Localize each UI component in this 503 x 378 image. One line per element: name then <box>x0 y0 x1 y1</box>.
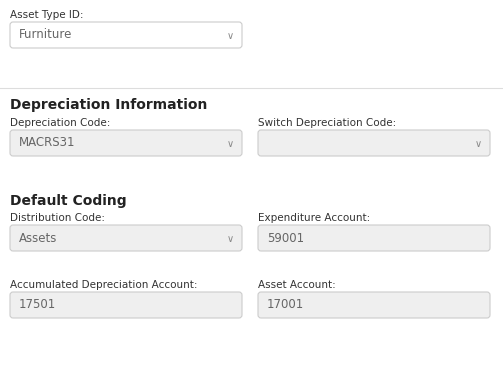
Text: Expenditure Account:: Expenditure Account: <box>258 213 370 223</box>
Text: Asset Account:: Asset Account: <box>258 280 336 290</box>
FancyBboxPatch shape <box>258 292 490 318</box>
Text: ∨: ∨ <box>226 31 233 41</box>
Text: MACRS31: MACRS31 <box>19 136 75 150</box>
Text: 59001: 59001 <box>267 231 304 245</box>
FancyBboxPatch shape <box>10 130 242 156</box>
FancyBboxPatch shape <box>258 130 490 156</box>
Text: ∨: ∨ <box>226 234 233 244</box>
FancyBboxPatch shape <box>10 225 242 251</box>
Text: Depreciation Code:: Depreciation Code: <box>10 118 110 128</box>
Text: Depreciation Information: Depreciation Information <box>10 98 207 112</box>
FancyBboxPatch shape <box>10 292 242 318</box>
Text: Assets: Assets <box>19 231 57 245</box>
Text: Accumulated Depreciation Account:: Accumulated Depreciation Account: <box>10 280 198 290</box>
Text: Asset Type ID:: Asset Type ID: <box>10 10 83 20</box>
Text: Switch Depreciation Code:: Switch Depreciation Code: <box>258 118 396 128</box>
Text: ∨: ∨ <box>226 139 233 149</box>
Text: ∨: ∨ <box>474 139 481 149</box>
FancyBboxPatch shape <box>10 22 242 48</box>
Text: Furniture: Furniture <box>19 28 72 42</box>
Text: 17001: 17001 <box>267 299 304 311</box>
Text: Default Coding: Default Coding <box>10 194 127 208</box>
Text: Distribution Code:: Distribution Code: <box>10 213 105 223</box>
FancyBboxPatch shape <box>258 225 490 251</box>
Text: 17501: 17501 <box>19 299 56 311</box>
